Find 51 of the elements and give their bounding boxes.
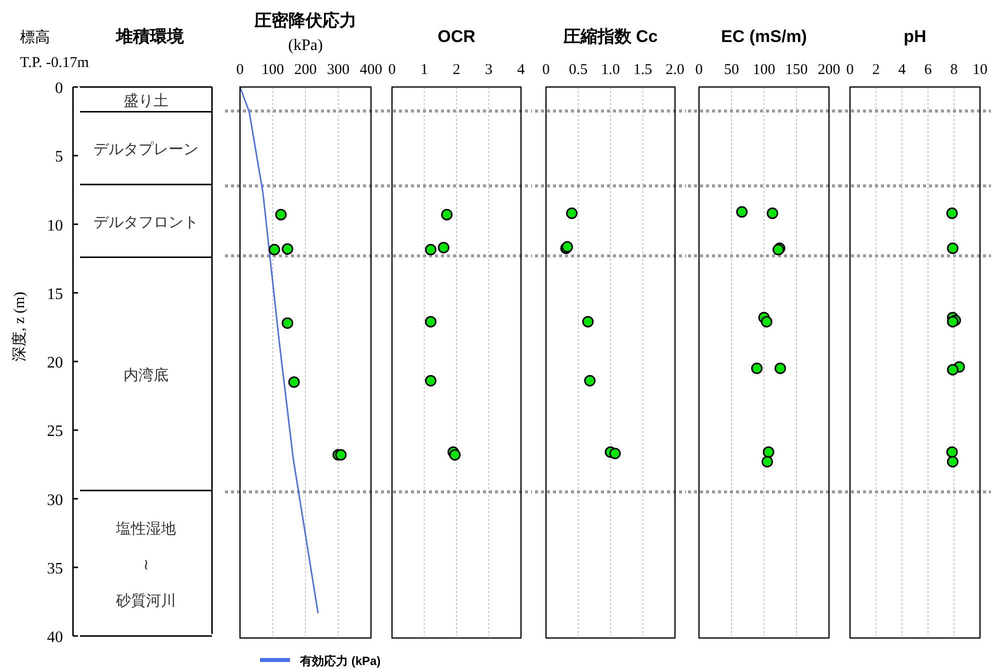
x-tick-label: 2 [452,62,460,78]
x-tick-label: 1 [420,62,428,78]
x-tick-label: 200 [294,62,317,78]
x-tick-label: 2.0 [666,62,684,78]
y-tick-label: 20 [47,354,63,372]
x-tick-label: 3 [485,62,492,78]
y-tick-label: 10 [47,217,63,234]
x-tick-label: 100 [752,62,776,78]
x-tick-label: 100 [262,62,284,78]
x-tick-label: 6 [924,62,932,78]
x-tick-label: 0 [388,62,396,78]
x-tick-label: 300 [327,62,350,78]
series-label: 内湾底 [124,366,168,384]
x-tick-label: 0 [542,62,550,78]
chart-subtitle: (kPa) [288,37,323,54]
y-tick-label: 25 [47,423,63,440]
x-tick-label: 10 [972,62,988,78]
x-tick-label: 0 [695,62,703,78]
legend-label: 有効応力 (kPa) [299,654,381,668]
y-tick-label: 35 [47,560,63,578]
x-tick-label: 200 [818,62,840,78]
x-tick-label: 8 [950,62,958,78]
text: 塩性湿地 ≀ 砂質河川 [116,520,176,610]
x-tick-label: 0 [846,62,854,78]
text: 標高 [20,29,50,46]
x-tick-label: 4 [898,62,906,78]
series-label: 盛り土 [124,92,168,110]
chart-title: 圧縮指数 Cc [562,27,658,46]
x-tick-label: 400 [360,62,382,78]
y-tick-label: 40 [47,629,63,646]
x-tick-label: 50 [724,62,739,78]
x-tick-label: 2 [872,62,880,78]
x-tick-label: 4 [517,62,526,78]
x-tick-label: 150 [785,62,808,78]
x-tick-label: 1.0 [601,62,620,78]
x-tick-label: 0 [236,62,244,78]
chart-title: 堆積環境 [115,27,184,46]
series-label: デルタプレーン [94,141,198,158]
x-tick-label: 1.5 [633,62,652,78]
chart-title: OCR [438,27,476,46]
y-axis-title: 深度, z (m) [11,292,28,362]
chart-title: EC (mS/m) [721,27,807,46]
chart-title: pH [904,27,926,46]
text: T.P. -0.17m [20,55,90,71]
series-label: デルタフロント [94,214,198,231]
y-tick-label: 5 [55,148,63,166]
x-tick-label: 0.5 [568,62,588,78]
y-tick-label: 30 [47,492,63,509]
chart-title: 圧密降伏応力 [254,11,356,30]
y-tick-label: 0 [55,80,63,97]
y-tick-label: 15 [47,286,63,303]
